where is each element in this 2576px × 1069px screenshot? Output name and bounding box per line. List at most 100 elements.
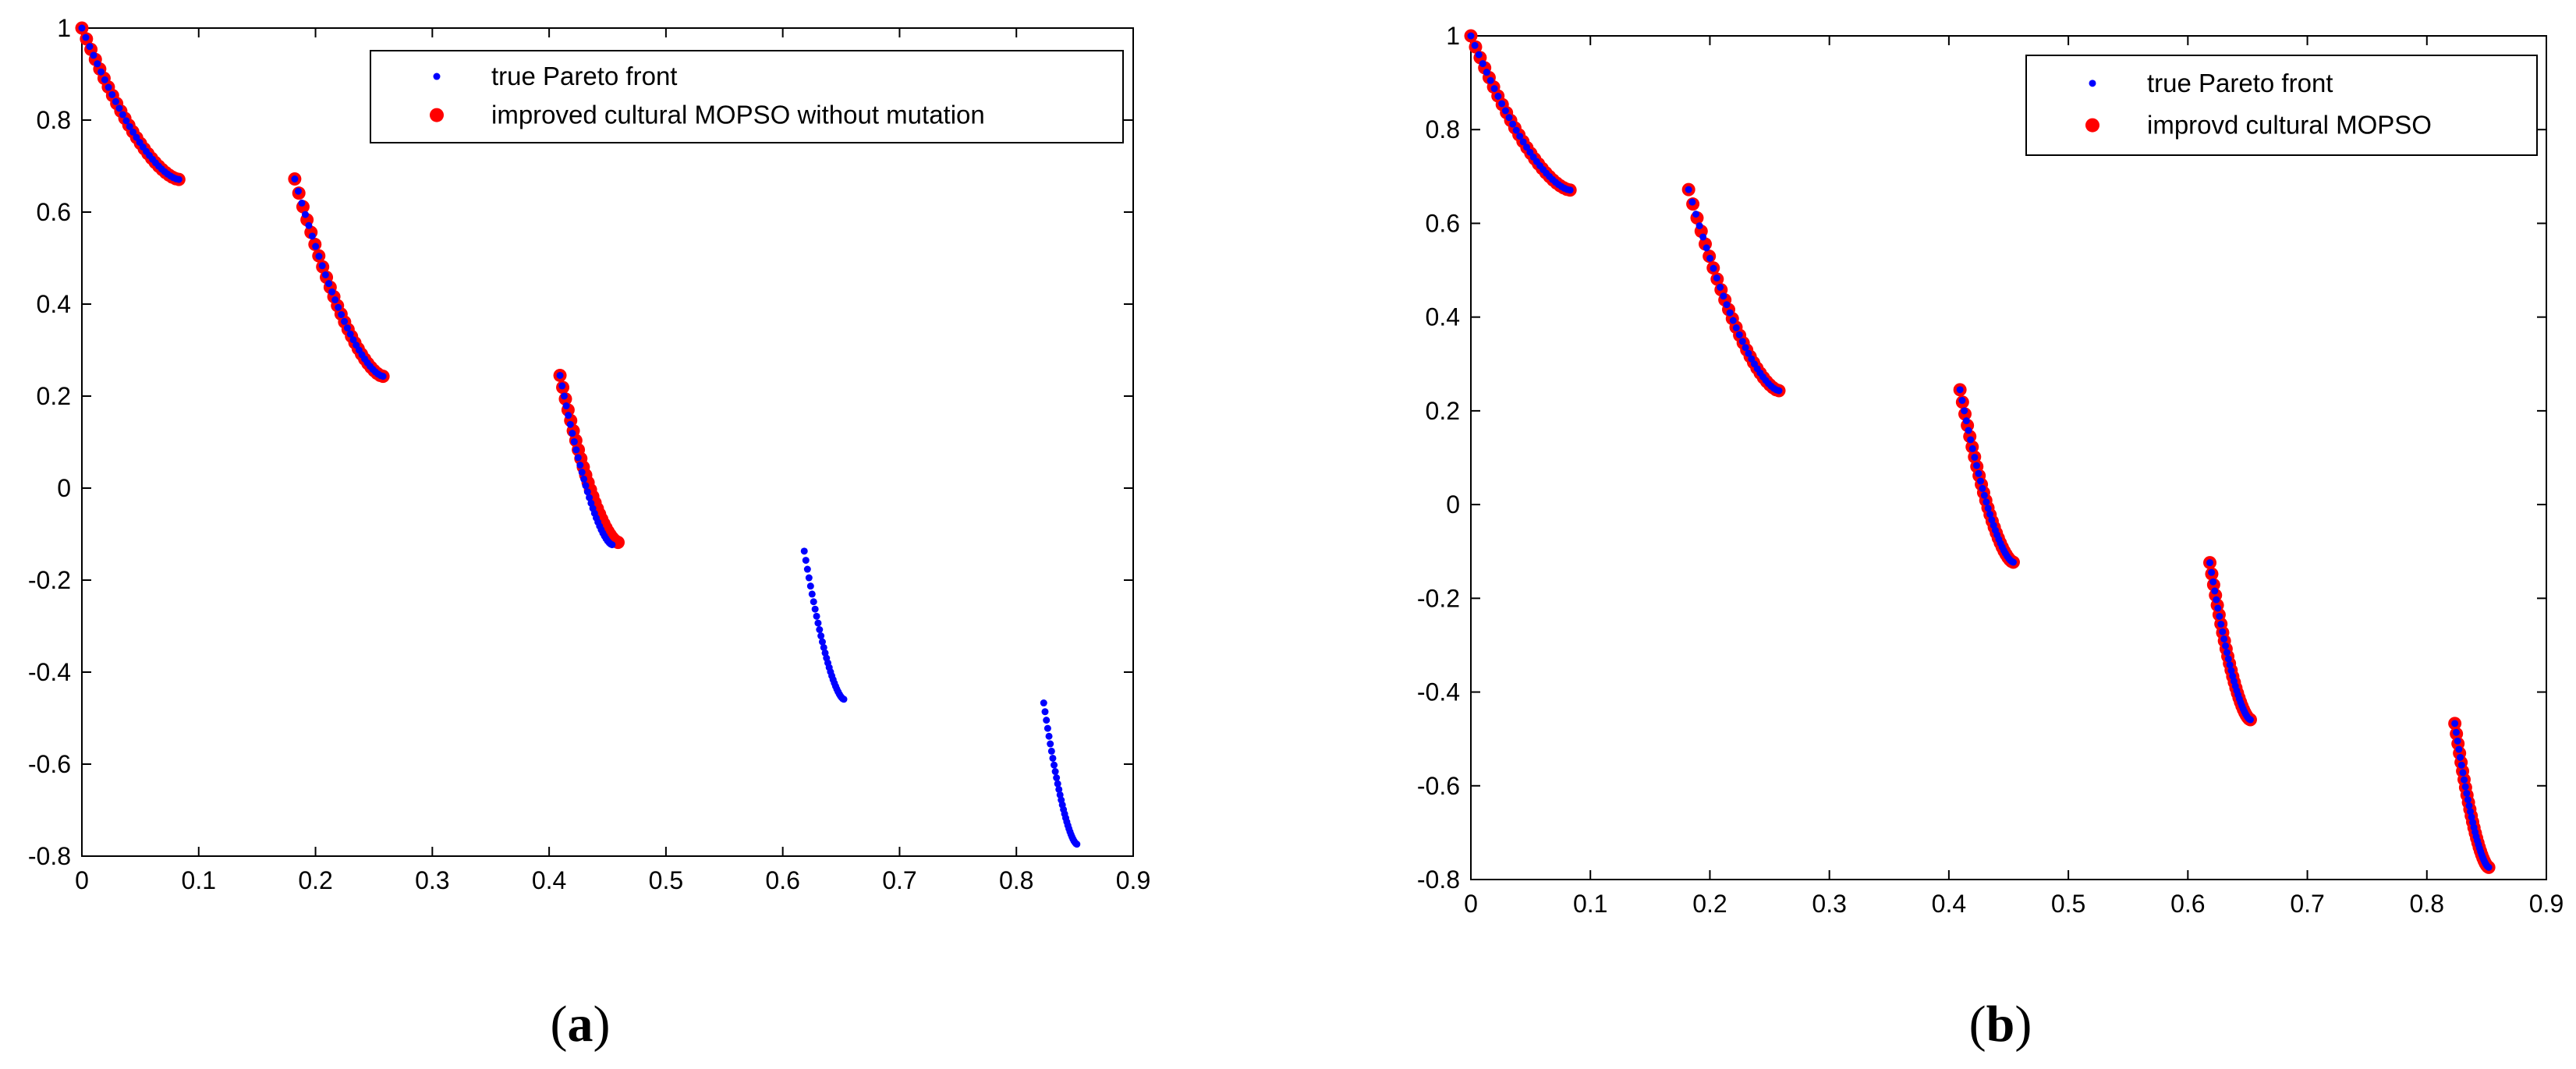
data-point bbox=[2213, 596, 2220, 604]
data-point bbox=[1972, 462, 1980, 469]
data-point bbox=[566, 420, 574, 428]
data-point bbox=[1958, 397, 1966, 405]
data-point bbox=[325, 280, 333, 288]
data-point bbox=[1047, 740, 1054, 748]
data-point bbox=[813, 612, 820, 620]
y-tick-label: 0.4 bbox=[1426, 303, 1460, 331]
x-tick-label: 0.5 bbox=[649, 866, 683, 894]
data-point bbox=[1775, 387, 1783, 395]
data-point bbox=[2459, 769, 2467, 777]
data-point bbox=[133, 133, 140, 141]
data-point bbox=[1501, 107, 1509, 115]
data-point bbox=[556, 371, 564, 379]
data-point bbox=[2485, 863, 2493, 871]
data-point bbox=[1710, 264, 1717, 272]
data-point bbox=[335, 303, 342, 311]
data-point bbox=[119, 111, 126, 119]
y-tick-label: 0.2 bbox=[1426, 397, 1460, 425]
data-point bbox=[1051, 768, 1059, 776]
data-point bbox=[1975, 469, 1982, 477]
legend-box bbox=[370, 50, 1124, 143]
y-tick-label: 1 bbox=[1446, 22, 1460, 50]
data-point bbox=[814, 619, 822, 627]
data-point bbox=[1979, 484, 1986, 492]
data-point bbox=[331, 296, 339, 304]
data-point bbox=[1471, 41, 1479, 49]
data-point bbox=[1490, 85, 1498, 93]
data-point bbox=[1475, 51, 1483, 58]
data-point bbox=[810, 598, 817, 606]
data-point bbox=[112, 97, 119, 105]
x-tick-label: 0.5 bbox=[2051, 890, 2085, 918]
panel-a: 0 0.1 0.2 0.3 0.4 0.5 0.6 0.7 0.8 0.9 1 0.8 0.6 0.4 0.… bbox=[28, 14, 1150, 1053]
x-tick-label: 0.4 bbox=[1932, 890, 1966, 918]
data-point bbox=[1706, 254, 1714, 262]
data-point bbox=[2457, 761, 2465, 769]
data-point bbox=[341, 317, 349, 325]
series-0 bbox=[1467, 32, 2493, 871]
data-point bbox=[1980, 491, 1988, 499]
x-tick-label: 0.8 bbox=[2410, 890, 2444, 918]
data-point bbox=[1522, 143, 1530, 151]
data-point bbox=[1043, 717, 1051, 724]
data-point bbox=[2227, 667, 2235, 674]
data-point bbox=[122, 117, 130, 125]
data-point bbox=[1494, 92, 1502, 100]
data-point bbox=[1748, 355, 1756, 363]
data-point bbox=[2211, 587, 2219, 595]
data-point bbox=[565, 412, 572, 419]
panel-label: (a) bbox=[551, 996, 611, 1053]
legend-entry-label: true Pareto front bbox=[491, 62, 677, 90]
data-point bbox=[301, 211, 309, 218]
y-tick-label: -0.4 bbox=[28, 658, 71, 686]
data-point bbox=[818, 638, 826, 646]
data-point bbox=[572, 446, 580, 454]
data-point bbox=[343, 324, 351, 332]
legend: true Pareto front improved cultural MOPSO… bbox=[370, 50, 1124, 143]
data-point bbox=[583, 488, 591, 496]
y-tick-label: 0.4 bbox=[37, 290, 71, 318]
data-point bbox=[805, 574, 813, 582]
legend-marker bbox=[2089, 80, 2096, 87]
data-point bbox=[811, 605, 819, 613]
data-point bbox=[2455, 745, 2463, 753]
y-tick-label: -0.8 bbox=[28, 842, 71, 870]
data-point bbox=[2223, 649, 2231, 657]
panel-label-open: ( bbox=[1969, 996, 1986, 1053]
data-point bbox=[608, 541, 616, 549]
legend-marker bbox=[2085, 118, 2099, 133]
data-point bbox=[1566, 186, 1574, 194]
panel-label-close: ) bbox=[594, 996, 611, 1053]
data-point bbox=[2220, 635, 2228, 642]
data-point bbox=[82, 34, 90, 41]
x-tick-label: 0.3 bbox=[1812, 890, 1846, 918]
data-point bbox=[1519, 138, 1527, 146]
data-point bbox=[1512, 126, 1520, 134]
data-point bbox=[817, 632, 825, 640]
plot-area bbox=[81, 27, 1134, 857]
legend: true Pareto front improvd cultural MOPSO bbox=[2025, 55, 2538, 156]
data-point bbox=[2465, 802, 2473, 809]
data-point bbox=[1045, 732, 1053, 740]
data-point bbox=[78, 24, 86, 32]
y-tick-label: 0.6 bbox=[1426, 209, 1460, 237]
data-point bbox=[291, 175, 299, 183]
data-point bbox=[1049, 754, 1057, 762]
data-point bbox=[808, 590, 816, 598]
data-point bbox=[1726, 309, 1734, 317]
panel-label: (b) bbox=[1969, 996, 2032, 1053]
data-point bbox=[175, 175, 182, 183]
data-point bbox=[129, 128, 137, 136]
data-point bbox=[86, 43, 94, 51]
data-point bbox=[816, 625, 824, 633]
data-point bbox=[2226, 661, 2234, 669]
data-point bbox=[574, 454, 582, 462]
data-point bbox=[94, 60, 101, 68]
data-point bbox=[328, 288, 336, 296]
data-point bbox=[2452, 728, 2460, 736]
data-point bbox=[1971, 453, 1979, 461]
data-point bbox=[1984, 504, 1992, 512]
data-point bbox=[2454, 737, 2461, 745]
legend-marker bbox=[433, 73, 441, 80]
legend-box bbox=[2025, 55, 2538, 156]
